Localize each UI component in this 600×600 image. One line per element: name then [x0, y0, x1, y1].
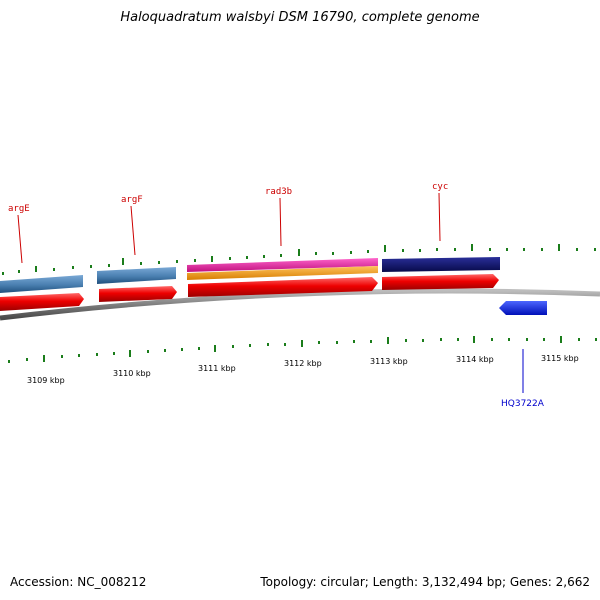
rad3b-leader — [279, 197, 282, 247]
gene-argE-bar[interactable] — [0, 275, 83, 293]
argE-leader — [17, 214, 23, 264]
feature-label-HQ3722A[interactable]: HQ3722A — [501, 399, 545, 409]
cds-arrow-1[interactable] — [0, 293, 84, 311]
map-title: Haloquadratum walsbyi DSM 16790, complet… — [120, 10, 480, 25]
tick-label-3111: 3111 kbp — [198, 364, 236, 373]
gene-label-rad3b[interactable]: rad3b — [265, 187, 292, 197]
cds-arrow-3[interactable] — [188, 277, 378, 297]
tick-label-3109: 3109 kbp — [27, 376, 65, 385]
genome-backbone — [0, 288, 600, 321]
cds-arrow-4[interactable] — [382, 274, 499, 290]
gene-argF-bar[interactable] — [97, 267, 176, 284]
cyc-leader — [438, 192, 441, 242]
feature-HQ3722A-arrow[interactable] — [499, 301, 547, 315]
inner-tick-dots — [8, 336, 597, 363]
gene-label-argE[interactable]: argE — [8, 204, 30, 214]
cds-arrow-2[interactable] — [99, 286, 177, 302]
gene-rad3b-orange-bar[interactable] — [187, 266, 378, 280]
tick-label-3110: 3110 kbp — [113, 369, 151, 378]
tick-label-3112: 3112 kbp — [284, 359, 322, 368]
tick-label-3113: 3113 kbp — [370, 357, 408, 366]
genome-summary-text: Topology: circular; Length: 3,132,494 bp… — [260, 575, 590, 589]
gene-cyc-bar[interactable] — [382, 257, 500, 272]
gene-rad3b-pink-bar[interactable] — [187, 258, 378, 272]
outer-tick-dots — [2, 244, 596, 275]
gene-label-cyc[interactable]: cyc — [432, 182, 448, 192]
gene-label-argF[interactable]: argF — [121, 195, 143, 205]
argF-leader — [130, 205, 136, 256]
accession-text: Accession: NC_008212 — [10, 575, 147, 589]
tick-label-3115: 3115 kbp — [541, 354, 579, 363]
tick-label-3114: 3114 kbp — [456, 355, 494, 364]
